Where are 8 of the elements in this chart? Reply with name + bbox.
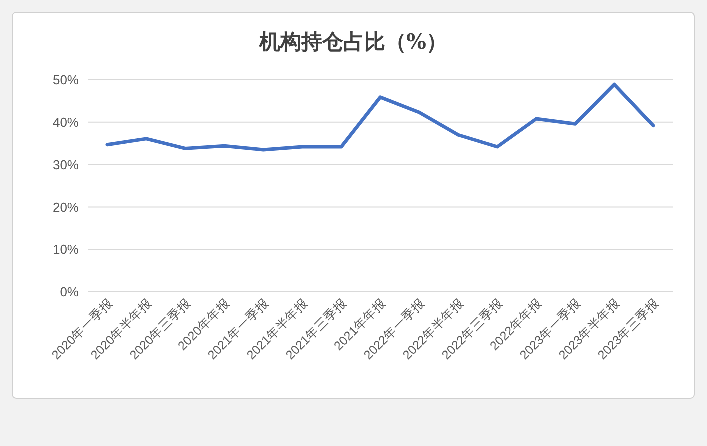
y-tick-label: 0% (60, 284, 80, 300)
y-tick-label: 40% (52, 114, 80, 130)
line-series (106, 82, 656, 152)
y-tick-label: 50% (52, 72, 80, 88)
y-tick-label: 20% (52, 200, 80, 215)
y-tick-label: 10% (52, 242, 80, 258)
y-tick-label: 30% (52, 157, 80, 172)
chart-title: 机构持仓占比（%） (258, 29, 448, 54)
